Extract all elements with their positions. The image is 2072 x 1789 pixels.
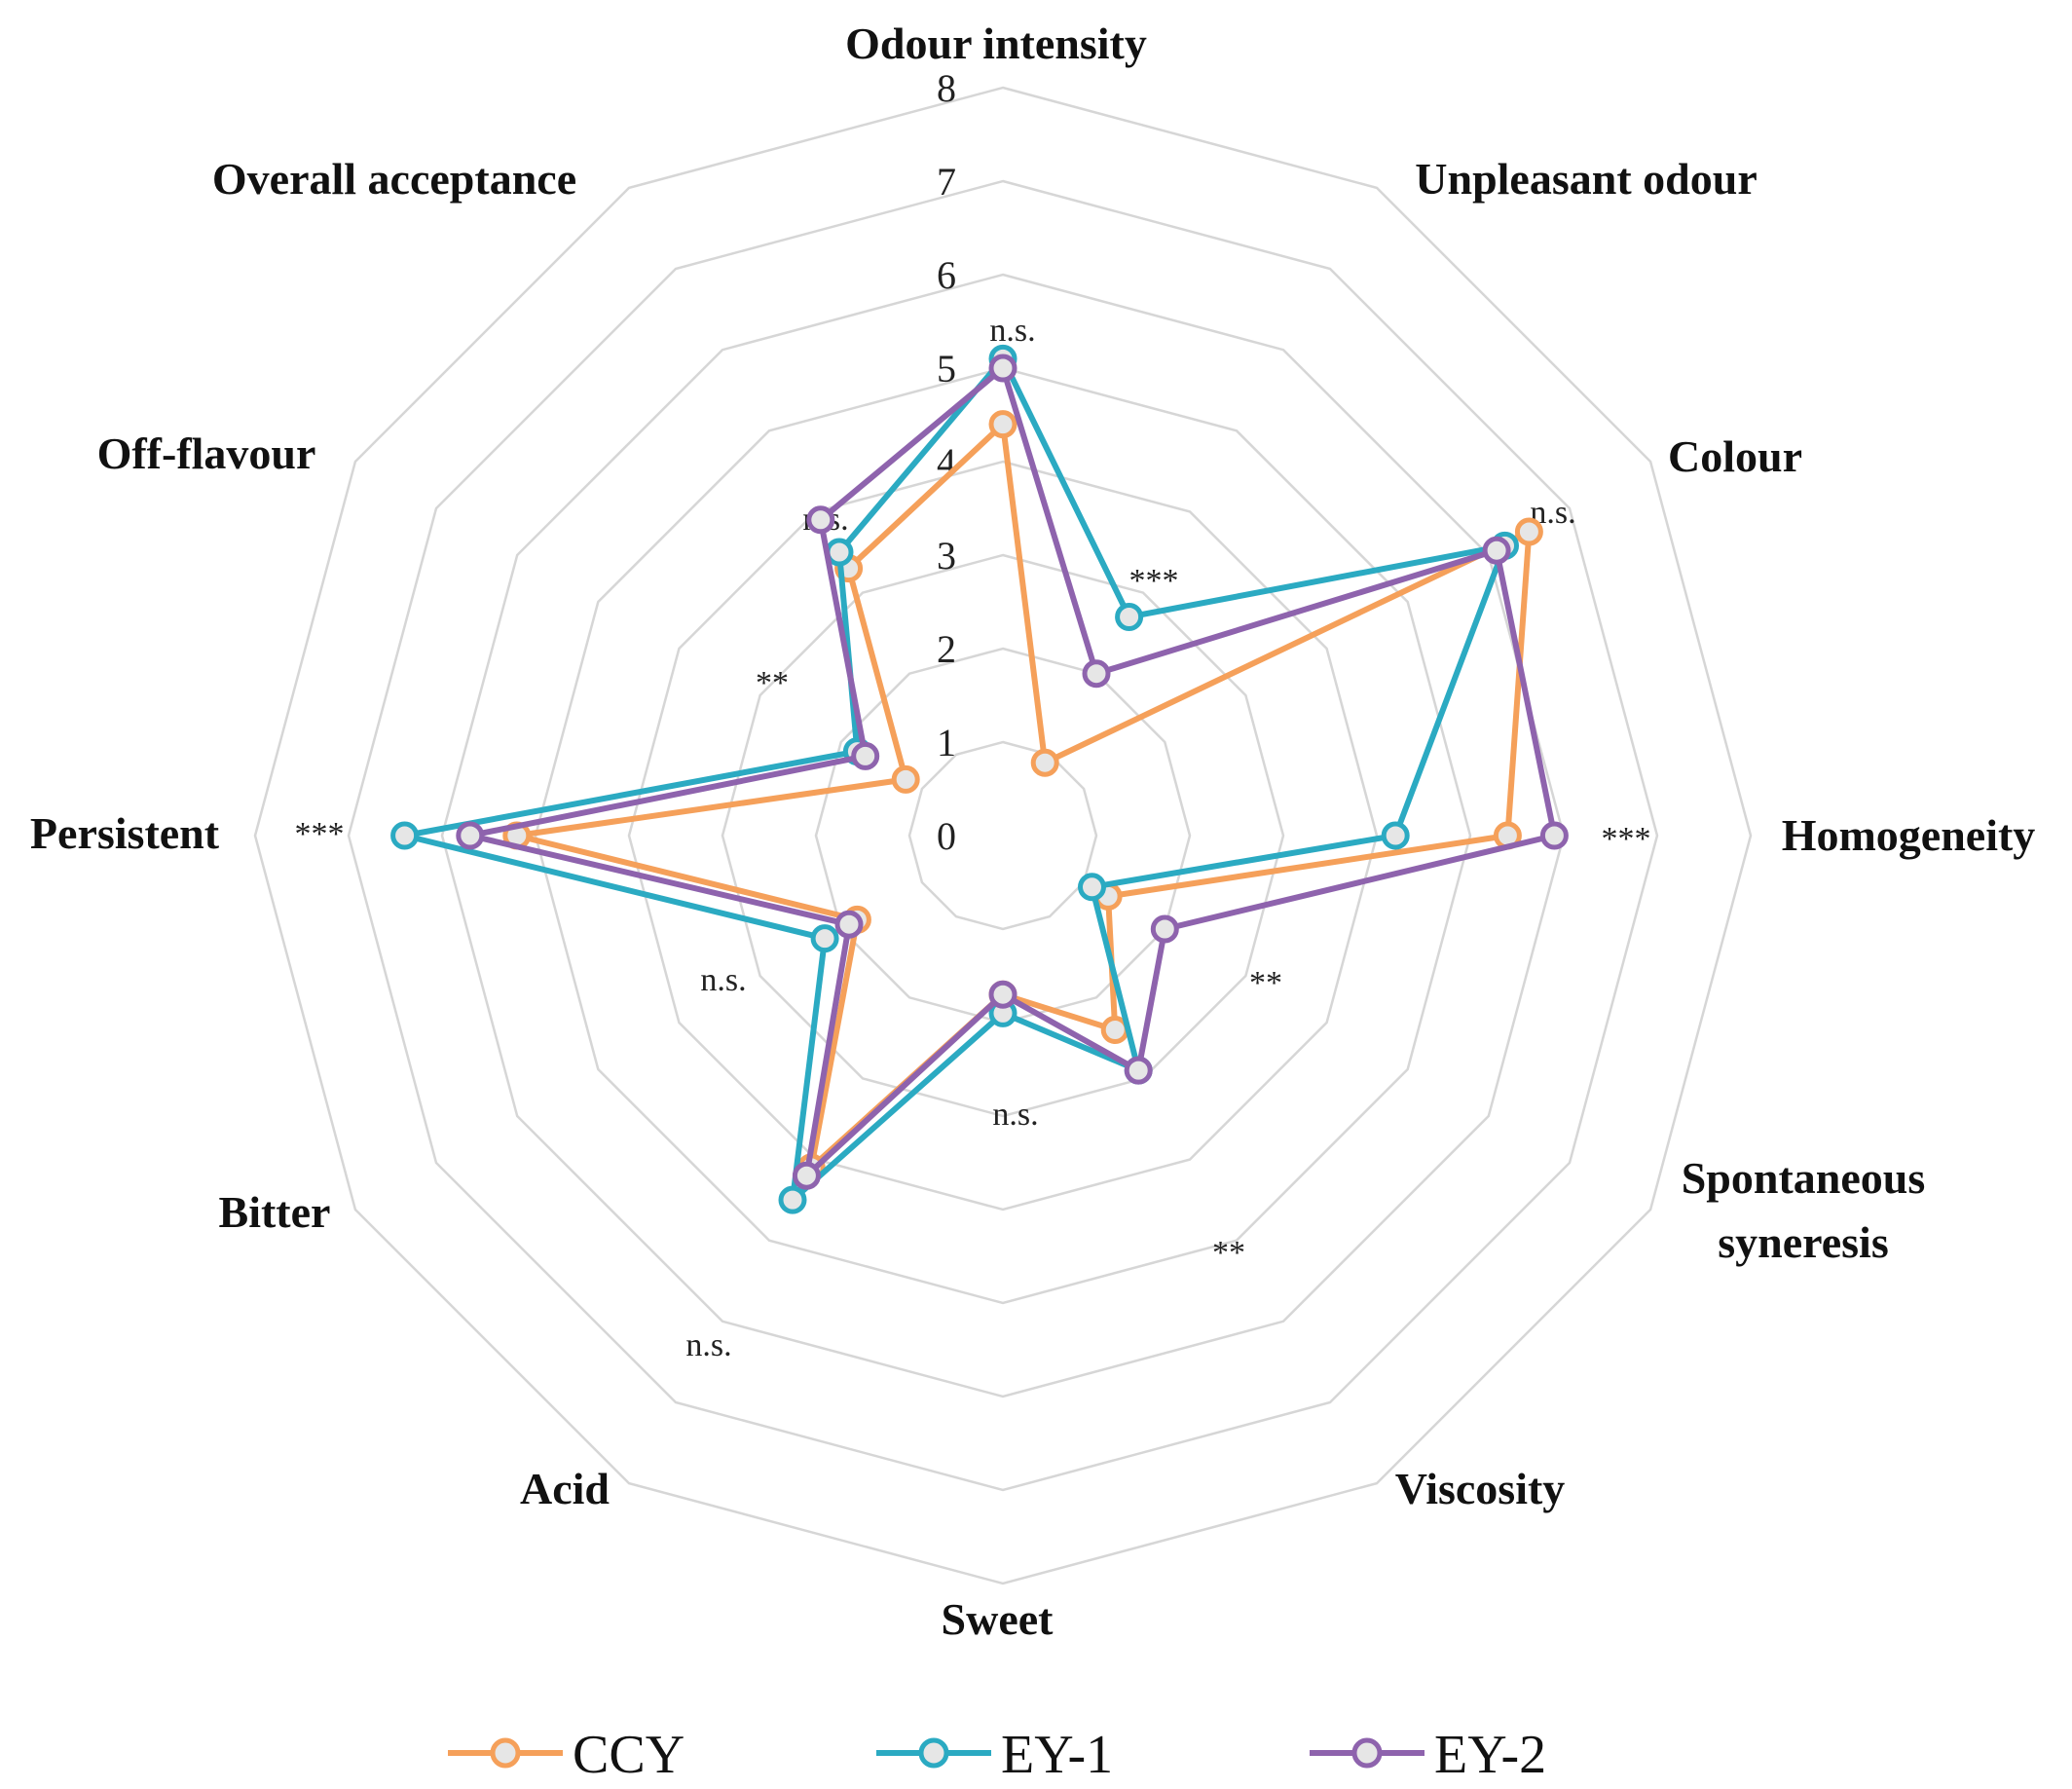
axis-label: Homogeneity bbox=[1782, 810, 2036, 860]
axis-label: Overall acceptance bbox=[212, 154, 576, 204]
significance-label: *** bbox=[295, 816, 345, 852]
tick-label: 6 bbox=[937, 253, 956, 297]
legend-swatch-marker bbox=[918, 1737, 949, 1769]
data-point bbox=[1482, 536, 1511, 565]
axis-label: Bitter bbox=[219, 1187, 331, 1237]
axis-label: Acid bbox=[520, 1464, 610, 1513]
data-point bbox=[778, 1185, 807, 1214]
legend-label: EY-2 bbox=[1434, 1725, 1546, 1785]
grid-ring-1 bbox=[907, 740, 1098, 931]
data-point bbox=[988, 354, 1018, 383]
data-point bbox=[792, 1161, 821, 1190]
legend-item-EY-2: EY-2 bbox=[1310, 1725, 1546, 1785]
axis-label: Persistent bbox=[30, 808, 220, 858]
significance-label: n.s. bbox=[992, 1097, 1038, 1133]
significance-label: ** bbox=[1249, 965, 1282, 1001]
legend-swatch-marker bbox=[490, 1737, 521, 1769]
data-point bbox=[806, 505, 835, 535]
data-point bbox=[1539, 821, 1569, 850]
tick-label: 8 bbox=[937, 66, 956, 110]
data-point bbox=[988, 410, 1018, 439]
data-point bbox=[834, 910, 864, 939]
significance-label: n.s. bbox=[989, 313, 1035, 349]
data-point bbox=[988, 980, 1018, 1009]
data-point bbox=[1078, 873, 1106, 902]
grid-ring-5 bbox=[534, 366, 1472, 1305]
significance-label: *** bbox=[1602, 821, 1651, 857]
tick-label: 7 bbox=[937, 160, 956, 204]
axis-label: Unpleasant odour bbox=[1415, 154, 1757, 204]
axis-label: Viscosity bbox=[1395, 1464, 1566, 1513]
series-layer bbox=[390, 344, 1569, 1214]
tick-label: 5 bbox=[937, 347, 956, 391]
legend-label: CCY bbox=[573, 1725, 684, 1785]
legend-label: EY-1 bbox=[1001, 1725, 1113, 1785]
axis-label: Colour bbox=[1668, 431, 1802, 481]
significance-label: n.s. bbox=[700, 962, 746, 998]
data-point bbox=[1115, 603, 1144, 631]
tick-label: 0 bbox=[937, 814, 956, 858]
data-point bbox=[851, 741, 880, 770]
significance-label: ** bbox=[1212, 1235, 1245, 1271]
legend-item-EY-1: EY-1 bbox=[876, 1725, 1113, 1785]
axis-label: Sweet bbox=[942, 1594, 1054, 1644]
data-point bbox=[1124, 1056, 1153, 1085]
data-point bbox=[1514, 517, 1543, 546]
data-point bbox=[1082, 659, 1111, 689]
significance-label: ** bbox=[756, 665, 789, 701]
grid-ring-8 bbox=[253, 86, 1753, 1585]
axis-label: Spontaneous syneresis bbox=[1682, 1153, 1926, 1267]
data-point bbox=[1381, 821, 1410, 850]
series-line bbox=[401, 355, 1508, 1204]
legend-item-CCY: CCY bbox=[448, 1725, 684, 1785]
data-point bbox=[456, 821, 485, 850]
grid-ring-4 bbox=[627, 460, 1379, 1211]
data-point bbox=[891, 764, 920, 794]
tick-label: 3 bbox=[937, 534, 956, 578]
series-EY-2 bbox=[456, 354, 1569, 1190]
axis-label: Off-flavour bbox=[97, 429, 316, 478]
legend-swatch-marker bbox=[1351, 1737, 1383, 1769]
data-point bbox=[390, 821, 420, 850]
legend: CCY EY-1 EY-2 bbox=[448, 1725, 1546, 1785]
significance-label: *** bbox=[1129, 563, 1179, 599]
data-point bbox=[1030, 748, 1059, 777]
tick-label: 2 bbox=[937, 627, 956, 671]
significance-label: n.s. bbox=[685, 1327, 731, 1363]
data-point bbox=[810, 924, 839, 953]
axis-labels: Odour intensity Unpleasant odour Colour Hom… bbox=[30, 19, 2035, 1644]
tick-label: 1 bbox=[937, 721, 956, 764]
axis-label: Odour intensity bbox=[845, 19, 1147, 68]
grid-ring-3 bbox=[721, 553, 1285, 1118]
grid-ring-7 bbox=[347, 179, 1659, 1492]
grid-ring-2 bbox=[814, 647, 1192, 1025]
data-point bbox=[1150, 914, 1179, 944]
